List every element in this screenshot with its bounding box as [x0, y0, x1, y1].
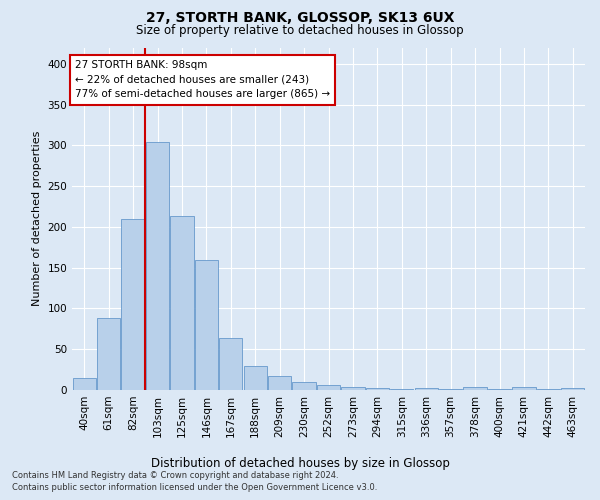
Bar	[439, 389, 462, 390]
Bar	[317, 385, 340, 390]
Bar	[121, 219, 145, 390]
Bar	[195, 260, 218, 390]
Y-axis label: Number of detached properties: Number of detached properties	[32, 131, 42, 306]
Bar	[219, 338, 242, 390]
Bar	[341, 386, 365, 390]
Bar	[146, 142, 169, 390]
Text: 27 STORTH BANK: 98sqm
← 22% of detached houses are smaller (243)
77% of semi-det: 27 STORTH BANK: 98sqm ← 22% of detached …	[75, 60, 330, 100]
Bar	[463, 386, 487, 390]
Bar	[73, 378, 96, 390]
Bar	[366, 388, 389, 390]
Bar	[488, 389, 511, 390]
Bar	[244, 366, 267, 390]
Bar	[170, 216, 194, 390]
Text: Size of property relative to detached houses in Glossop: Size of property relative to detached ho…	[136, 24, 464, 37]
Bar	[390, 389, 413, 390]
Bar	[97, 318, 120, 390]
Bar	[512, 386, 536, 390]
Text: 27, STORTH BANK, GLOSSOP, SK13 6UX: 27, STORTH BANK, GLOSSOP, SK13 6UX	[146, 11, 454, 25]
Bar	[292, 382, 316, 390]
Text: Contains HM Land Registry data © Crown copyright and database right 2024.: Contains HM Land Registry data © Crown c…	[12, 472, 338, 480]
Text: Distribution of detached houses by size in Glossop: Distribution of detached houses by size …	[151, 458, 449, 470]
Text: Contains public sector information licensed under the Open Government Licence v3: Contains public sector information licen…	[12, 484, 377, 492]
Bar	[268, 376, 291, 390]
Bar	[415, 388, 438, 390]
Bar	[537, 389, 560, 390]
Bar	[561, 388, 584, 390]
